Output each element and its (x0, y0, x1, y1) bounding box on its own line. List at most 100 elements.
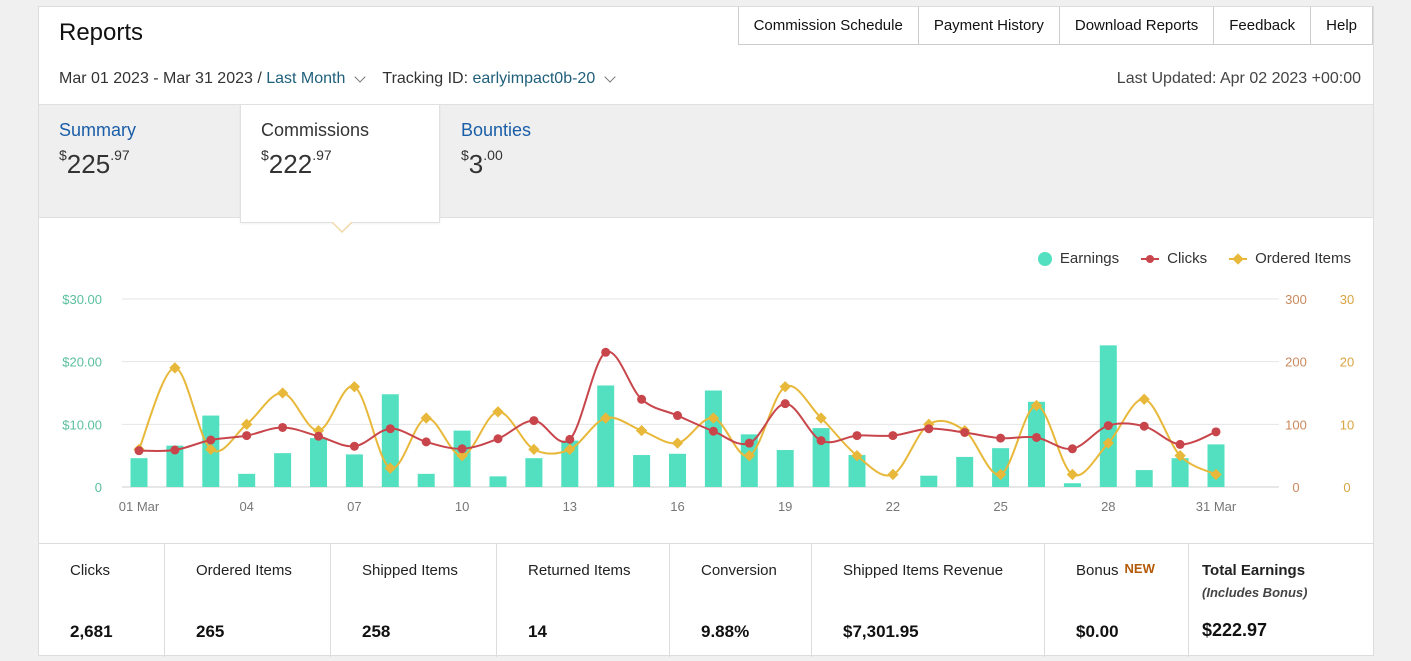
earnings-bar (848, 455, 866, 487)
chevron-down-icon[interactable] (604, 71, 616, 83)
clicks-point (493, 434, 503, 444)
stats-row: Clicks 2,681 Ordered Items 265 Shipped I… (39, 543, 1373, 657)
period-dropdown[interactable]: Last Month (266, 70, 346, 87)
right-axis-items-tick: 10 (1340, 417, 1354, 432)
x-axis-tick: 10 (455, 499, 469, 514)
ordered-items-point (635, 424, 648, 437)
ordered-items-point (241, 418, 253, 430)
chart-legend: Earnings Clicks Ordered Items (1016, 250, 1351, 267)
stat-shipped-items: Shipped Items 258 (331, 544, 497, 657)
legend-clicks-marker (1141, 254, 1160, 263)
stat-value: 14 (528, 622, 547, 641)
left-axis-tick: $20.00 (62, 355, 102, 370)
nav-feedback[interactable]: Feedback (1213, 7, 1312, 45)
stat-value: $7,301.95 (843, 622, 919, 641)
stat-value: $222.97 (1202, 620, 1268, 640)
stat-returned-items: Returned Items 14 (497, 544, 670, 657)
tracking-label: Tracking ID: (382, 70, 469, 87)
clicks-point (134, 446, 144, 456)
clicks-point (637, 394, 647, 404)
earnings-bar (1028, 401, 1045, 487)
stat-label: Returned Items (528, 562, 631, 579)
ordered-items-point (1138, 393, 1150, 405)
clicks-point (673, 411, 682, 421)
legend-earnings[interactable]: Earnings (1037, 250, 1120, 267)
legend-ordered-label: Ordered Items (1255, 250, 1351, 267)
clicks-point (314, 431, 323, 441)
filter-bar: Mar 01 2023 - Mar 31 2023 / Last Month T… (59, 70, 632, 88)
summary-tabs: Summary $225.97 Commissions $222.97 Boun… (39, 104, 1373, 223)
earnings-bar (1207, 444, 1225, 487)
x-axis-tick: 19 (778, 499, 792, 514)
clicks-point (457, 444, 467, 454)
clicks-point (601, 347, 611, 357)
tab-commissions[interactable]: Commissions $222.97 (240, 105, 440, 223)
clicks-point (744, 438, 754, 448)
ordered-items-point (564, 443, 576, 456)
earnings-bar (417, 473, 435, 487)
x-axis-tick: 07 (347, 499, 361, 514)
right-axis-clicks-tick: 100 (1285, 417, 1307, 432)
nav-help[interactable]: Help (1310, 7, 1373, 45)
ordered-items-point (600, 412, 612, 424)
clicks-point (565, 434, 575, 444)
x-axis-tick: 16 (670, 499, 684, 514)
legend-earnings-label: Earnings (1059, 250, 1120, 267)
earnings-bar (1171, 458, 1189, 487)
clicks-point (206, 435, 216, 445)
stat-label: Bonus NEW (1076, 561, 1155, 579)
earnings-bar (920, 475, 938, 487)
x-axis-tick: 01 Mar (119, 499, 160, 514)
ordered-items-point (887, 468, 899, 481)
legend-clicks[interactable]: Clicks (1141, 250, 1207, 267)
stat-value: 2,681 (70, 622, 113, 641)
ordered-items-point (420, 412, 432, 424)
tab-commissions-amount: $222.97 (261, 147, 332, 179)
ordered-items-point (1030, 399, 1043, 412)
stat-shipped-revenue: Shipped Items Revenue $7,301.95 (812, 544, 1045, 657)
nav-payment-history[interactable]: Payment History (917, 7, 1060, 45)
right-axis-items-tick: 0 (1343, 480, 1350, 495)
tracking-id-dropdown[interactable]: earlyimpact0b-20 (472, 70, 596, 87)
earnings-bar (597, 385, 615, 487)
earnings-bar (992, 448, 1010, 487)
x-axis-tick: 22 (886, 499, 900, 514)
stat-clicks: Clicks 2,681 (39, 544, 165, 657)
ordered-items-point (1210, 468, 1222, 481)
earnings-bar (1099, 345, 1117, 487)
tab-bounties[interactable]: Bounties $3.00 (441, 105, 641, 217)
legend-clicks-label: Clicks (1167, 250, 1208, 267)
stat-label: Ordered Items (196, 562, 292, 579)
x-axis-tick: 28 (1101, 499, 1115, 514)
earnings-bar (238, 473, 256, 487)
ordered-items-point (1174, 450, 1186, 462)
earnings-bar (669, 453, 686, 487)
earnings-bar (310, 438, 327, 487)
ordered-items-point (384, 462, 396, 474)
right-axis-items-tick: 30 (1340, 292, 1354, 307)
stat-value: 258 (362, 622, 391, 641)
new-badge: NEW (1124, 561, 1155, 576)
tab-summary-label: Summary (59, 120, 137, 140)
earnings-bar (345, 454, 363, 487)
nav-download-reports[interactable]: Download Reports (1058, 7, 1215, 45)
stat-bonus: Bonus NEW $0.00 (1045, 544, 1189, 657)
ordered-items-point (205, 443, 217, 456)
tab-summary[interactable]: Summary $225.97 (39, 105, 239, 217)
nav-commission-schedule[interactable]: Commission Schedule (737, 7, 919, 45)
clicks-point (780, 399, 790, 409)
clicks-point (529, 416, 539, 426)
legend-ordered-items[interactable]: Ordered Items (1229, 250, 1351, 267)
ordered-items-point (456, 450, 468, 462)
stat-label: Clicks (70, 562, 110, 579)
ordered-items-point (994, 468, 1007, 481)
earnings-bar (1063, 483, 1081, 487)
chevron-down-icon[interactable] (354, 71, 367, 83)
earnings-bar (130, 458, 148, 487)
x-axis-tick: 13 (563, 499, 577, 514)
page-title: Reports (59, 19, 144, 46)
clicks-point (421, 437, 431, 447)
last-updated: Last Updated: Apr 02 2023 +00:00 (1116, 70, 1361, 87)
ordered-items-point (528, 443, 540, 456)
ordered-items-point (348, 381, 361, 393)
